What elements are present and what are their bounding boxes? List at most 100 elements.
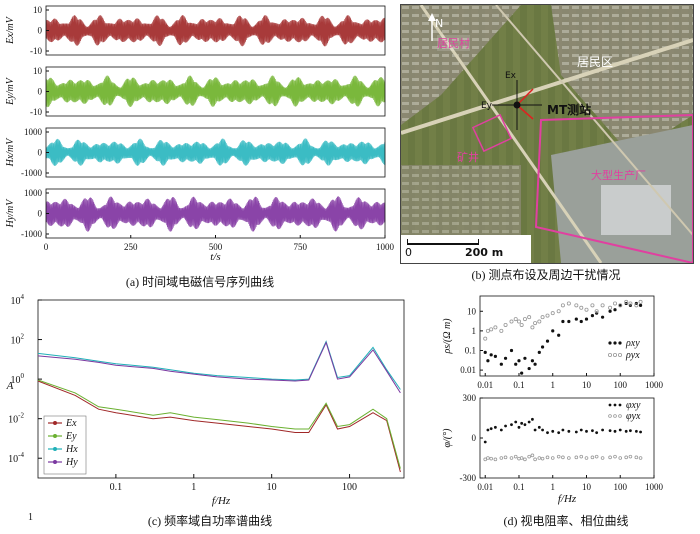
resistivity-point [613, 308, 617, 312]
phase-point [527, 454, 531, 459]
legend-label: Hy [65, 457, 78, 468]
resistivity-point [530, 325, 535, 330]
y-axis-label: φ/(°) [442, 428, 453, 448]
phase-point [595, 431, 599, 435]
resistivity-point [600, 303, 605, 308]
legend-label: φyx [626, 411, 641, 422]
x-tick-label: 10 [267, 482, 277, 493]
y-tick-label: -1000 [21, 229, 42, 239]
resistivity-point [523, 356, 527, 360]
resistivity-point [556, 309, 561, 314]
phase-point [618, 428, 622, 432]
phase-point [519, 456, 524, 460]
phase-point [537, 456, 542, 460]
resistivity-point [509, 348, 514, 353]
y-tick-label: -10 [30, 107, 42, 117]
resistivity-point [513, 317, 518, 322]
resistivity-point [613, 301, 618, 306]
y-tick-label: -300 [460, 473, 477, 483]
resistivity-point [566, 301, 571, 306]
phase-point [527, 420, 531, 424]
phase-point [545, 455, 550, 460]
resistivity-point [618, 303, 622, 307]
resistivity-point [584, 307, 589, 312]
phase-point [489, 427, 493, 431]
resistivity-point [503, 356, 508, 360]
resistivity-point [634, 303, 639, 308]
phase-point [574, 430, 578, 434]
plot-frame [37, 299, 405, 479]
time-series-chart: 100-10Ex/mV100-10Ey/mV10000-1000Hx/mV100… [5, 5, 395, 263]
resistivity-point [517, 359, 521, 363]
legend-marker [617, 353, 622, 358]
resistivity-point [560, 303, 565, 308]
resistivity-point [545, 339, 550, 343]
x-tick-label: 100 [342, 482, 357, 493]
legend-label: Hx [65, 444, 78, 455]
scale-end: 200 m [465, 246, 504, 259]
resistivity-point [600, 315, 605, 319]
time-panel: 1000 0 -1000 Hy/mV [5, 188, 386, 239]
legend-marker [618, 403, 622, 407]
scale-start: 0 [405, 246, 412, 259]
resistivity-point [567, 319, 571, 324]
phase-point [634, 455, 639, 460]
resistivity-point [503, 322, 508, 327]
y-tick-exponent: -2 [18, 412, 24, 420]
spectrum-line-ey [37, 379, 401, 469]
legend-marker [608, 341, 612, 345]
phase-point [533, 457, 537, 462]
resistivity-point [574, 303, 579, 308]
legend-marker [607, 353, 612, 358]
resistivity-point [579, 319, 583, 324]
legend-label: Ey [65, 431, 77, 442]
y-tick-label: 0 [38, 26, 43, 36]
resistivity-point [527, 366, 531, 371]
legend-marker [53, 447, 57, 451]
ex-label: Ex [505, 71, 517, 81]
signal-trace [45, 196, 386, 232]
phase-point [639, 430, 642, 434]
resistivity-point [594, 309, 599, 314]
legend: Ex Ey Hx Hy [43, 415, 87, 475]
phase-point [618, 456, 623, 460]
y-tick-label: 1000 [24, 188, 43, 198]
resistivity-point [519, 322, 524, 327]
phase-point [537, 425, 541, 429]
legend-marker [608, 403, 612, 407]
y-tick-label: 10-4 [8, 451, 24, 465]
station-marker [487, 75, 547, 135]
x-tick-label: 1000 [376, 242, 395, 252]
phase-point [531, 417, 534, 421]
phase-point [624, 429, 628, 433]
phase-point [634, 429, 638, 433]
phase-point [486, 456, 490, 460]
phase-point [561, 455, 565, 460]
phase-point [514, 420, 518, 424]
x-tick-label: 10 [582, 482, 592, 492]
resistivity-point [530, 359, 535, 363]
resistivity-point [486, 359, 490, 363]
phase-point [546, 431, 549, 435]
resistivity-point [540, 315, 545, 320]
x-axis-label: t/s [210, 251, 220, 263]
legend-label: φxy [626, 400, 641, 411]
phase-point [520, 421, 524, 425]
resistivity-point [516, 319, 521, 324]
resistivity-point [545, 313, 550, 318]
signal-trace [45, 75, 386, 108]
phase-point [613, 429, 617, 433]
resistivity-point [489, 353, 493, 357]
phase-point [541, 428, 544, 432]
legend-marker [53, 421, 57, 425]
phase-point [533, 428, 537, 432]
resistivity-point [537, 319, 542, 324]
residential-label: 居民区 [577, 55, 614, 69]
phase-point [601, 428, 604, 432]
x-tick-label: 100 [613, 380, 627, 390]
y-tick-label: 10 [33, 66, 43, 76]
y-axis-label: Ex/mV [5, 15, 16, 45]
phase-point [483, 440, 487, 444]
phase-point [540, 456, 545, 461]
x-tick-label: 10 [582, 380, 592, 390]
